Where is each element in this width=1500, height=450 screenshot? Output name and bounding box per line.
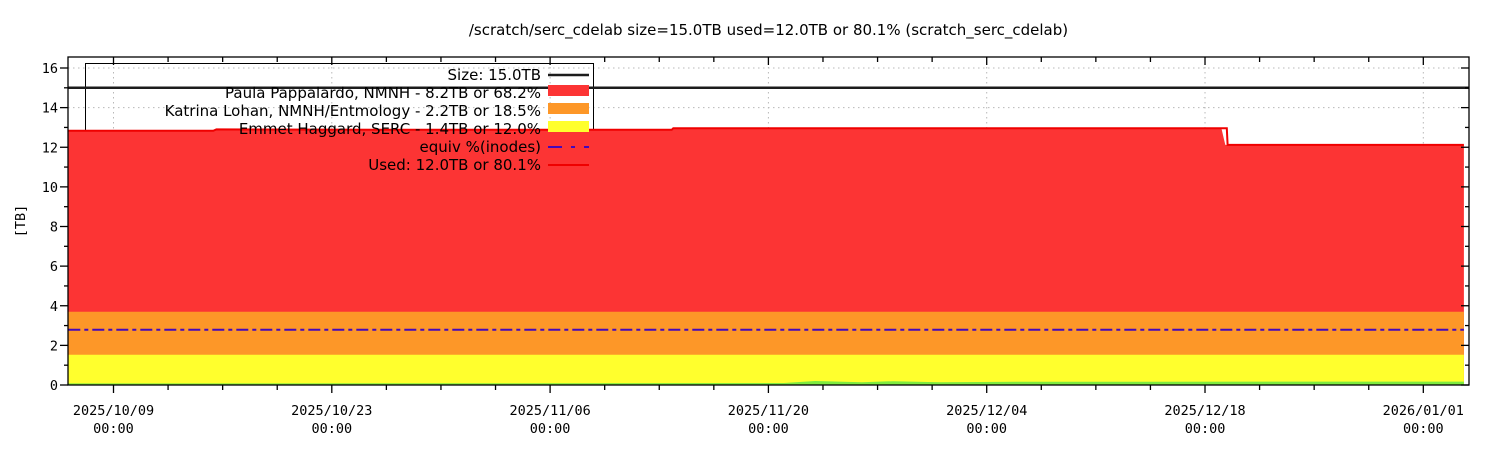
x-tick-label-date: 2025/10/09: [73, 403, 154, 419]
area-unlabeled-small-user: [68, 381, 1464, 385]
x-tick-label-date: 2025/12/04: [946, 403, 1027, 419]
x-tick-label-time: 00:00: [1403, 421, 1444, 437]
y-axis-label: [TB]: [13, 205, 29, 238]
y-tick-label: 0: [50, 378, 58, 394]
y-tick-label: 6: [50, 259, 58, 275]
x-tick-label-time: 00:00: [748, 421, 789, 437]
y-tick-label: 12: [42, 140, 58, 156]
y-tick-label: 4: [50, 299, 58, 315]
area-emmet-haggard-serc: [68, 354, 1464, 385]
y-tick-label: 16: [42, 61, 58, 77]
y-tick-label: 8: [50, 220, 58, 236]
x-tick-label-date: 2025/11/06: [509, 403, 590, 419]
y-tick-label: 10: [42, 180, 58, 196]
legend-swatch-box: [548, 103, 589, 114]
y-tick-label: 2: [50, 338, 58, 354]
chart-title: /scratch/serc_cdelab size=15.0TB used=12…: [468, 21, 1069, 39]
x-tick-label-date: 2026/01/01: [1383, 403, 1464, 419]
legend-label-katrina-lohan: Katrina Lohan, NMNH/Entmology - 2.2TB or…: [165, 102, 541, 120]
x-tick-label-time: 00:00: [311, 421, 352, 437]
x-tick-label-date: 2025/10/23: [291, 403, 372, 419]
legend-label-paula-pappalardo: Paula Pappalardo, NMNH - 8.2TB or 68.2%: [225, 84, 541, 102]
x-tick-label-date: 2025/12/18: [1164, 403, 1245, 419]
x-tick-label-date: 2025/11/20: [728, 403, 809, 419]
x-tick-label-time: 00:00: [93, 421, 134, 437]
legend-label-equiv-inodes: equiv %(inodes): [420, 138, 541, 156]
x-tick-label-time: 00:00: [1185, 421, 1226, 437]
x-tick-label-time: 00:00: [530, 421, 571, 437]
legend-label-size: Size: 15.0TB: [448, 66, 541, 84]
y-tick-label: 14: [42, 101, 58, 117]
used-line: [68, 127, 1464, 146]
legend-label-used: Used: 12.0TB or 80.1%: [368, 156, 541, 174]
legend-label-emmet-haggard: Emmet Haggard, SERC - 1.4TB or 12.0%: [239, 120, 541, 138]
legend-swatch-box: [548, 121, 589, 132]
x-tick-label-time: 00:00: [966, 421, 1007, 437]
legend-swatch-box: [548, 85, 589, 96]
